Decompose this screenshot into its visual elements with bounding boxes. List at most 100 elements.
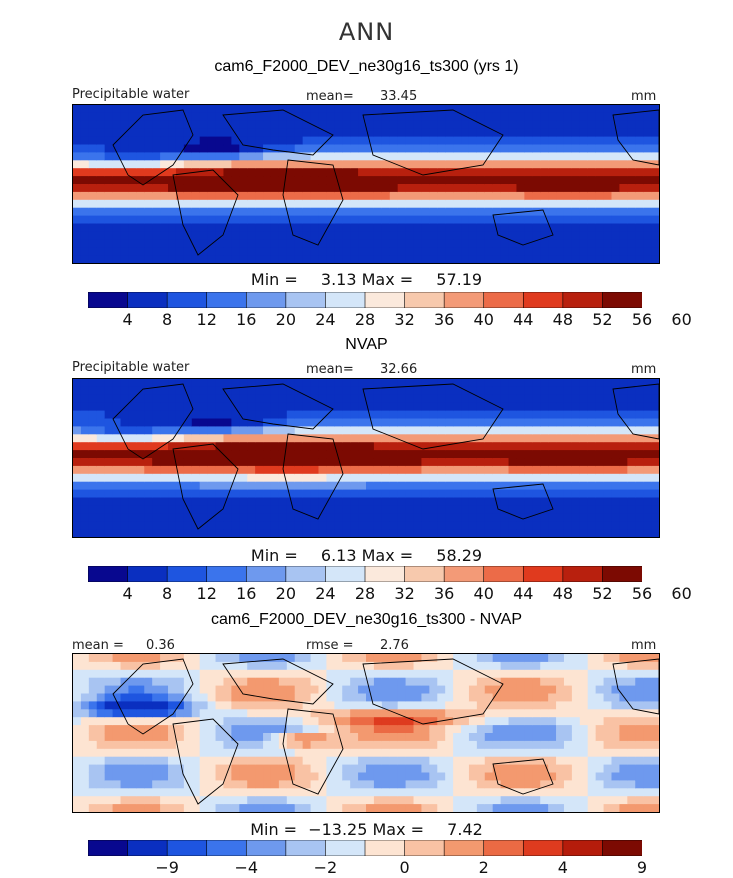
map-cell (120, 223, 130, 232)
map-cell (80, 709, 90, 718)
map-cell (294, 669, 304, 679)
map-cell (318, 661, 328, 671)
map-cell (453, 386, 462, 396)
map-cell (508, 772, 518, 781)
map-cell (366, 184, 375, 193)
map-cell (445, 756, 454, 766)
map-cell (350, 120, 359, 130)
map-cell (310, 426, 320, 435)
map-cell (445, 105, 454, 114)
map-cell (619, 489, 628, 499)
map-cell (635, 176, 644, 185)
map-cell (366, 112, 375, 122)
map-cell (619, 442, 628, 451)
map-cell (548, 481, 557, 491)
map-cell (294, 434, 304, 443)
map-cell (294, 465, 304, 475)
map-cell (556, 481, 565, 491)
map-cell (373, 207, 383, 217)
map-cell (207, 105, 217, 114)
map-cell (516, 740, 525, 750)
map-cell (247, 740, 256, 750)
colorbar-tick-label: 16 (236, 310, 257, 329)
map-cell (556, 772, 565, 781)
map-cell (175, 458, 185, 467)
map-cell (207, 669, 217, 679)
map-cell (579, 105, 589, 114)
map-cell (389, 136, 399, 146)
map-cell (207, 184, 217, 193)
map-cell (421, 473, 430, 483)
map-cell (556, 105, 565, 114)
map-cell (191, 481, 201, 491)
map-cell (294, 497, 304, 506)
map-cell (88, 410, 98, 420)
map-cell (524, 450, 533, 459)
map-cell (358, 410, 367, 420)
map-cell (231, 733, 240, 742)
map-cell (508, 231, 518, 240)
map-cell (476, 513, 486, 522)
map-cell (643, 410, 652, 420)
map-cell (611, 442, 621, 451)
map-cell (635, 199, 644, 209)
map-cell (651, 176, 659, 185)
map-cell (247, 442, 256, 451)
map-cell (73, 709, 82, 718)
map-cell (183, 434, 193, 443)
map-cell (476, 394, 486, 404)
map-cell (270, 176, 280, 185)
map-cell (120, 748, 130, 758)
coastline (362, 658, 504, 725)
map-cell (556, 717, 565, 726)
map-cell (500, 796, 510, 805)
map-cell (373, 379, 383, 388)
map-cell (366, 748, 375, 758)
map-cell (215, 654, 225, 663)
map-cell (191, 191, 201, 201)
map-cell (373, 748, 383, 758)
map-cell (532, 764, 541, 774)
map-cell (144, 184, 153, 193)
map-cell (96, 386, 106, 396)
map-cell (429, 529, 438, 537)
coastline (492, 758, 554, 795)
map-cell (263, 513, 272, 522)
map-cell (461, 521, 470, 530)
map-cell (548, 386, 557, 396)
map-cell (247, 160, 256, 169)
map-cell (270, 144, 280, 153)
map-cell (651, 804, 659, 812)
map-cell (302, 239, 312, 248)
map-cell (318, 458, 328, 467)
map-cell (500, 465, 510, 475)
map-cell (350, 191, 359, 201)
map-cell (563, 764, 573, 774)
map-cell (373, 677, 383, 687)
map-cell (286, 450, 296, 459)
map-cell (239, 450, 248, 459)
map-cell (239, 410, 248, 420)
map-cell (310, 231, 320, 240)
map-cell (191, 733, 201, 742)
map-cell (310, 434, 320, 443)
map-cell (310, 465, 320, 475)
map-cell (104, 442, 114, 451)
map-cell (152, 410, 161, 420)
map-cell (334, 128, 343, 138)
map-cell (413, 207, 423, 217)
map-cell (579, 223, 589, 232)
map-cell (215, 207, 225, 217)
map-cell (603, 717, 613, 726)
map-cell (643, 717, 652, 726)
map-cell (96, 661, 106, 671)
map-cell (453, 379, 462, 388)
map-cell (128, 215, 137, 225)
map-cell (516, 152, 525, 161)
map-cell (413, 780, 423, 789)
map-cell (524, 677, 533, 687)
map-cell (453, 473, 462, 483)
map-cell (342, 418, 351, 427)
map-cell (104, 473, 114, 483)
map-cell (468, 120, 478, 130)
